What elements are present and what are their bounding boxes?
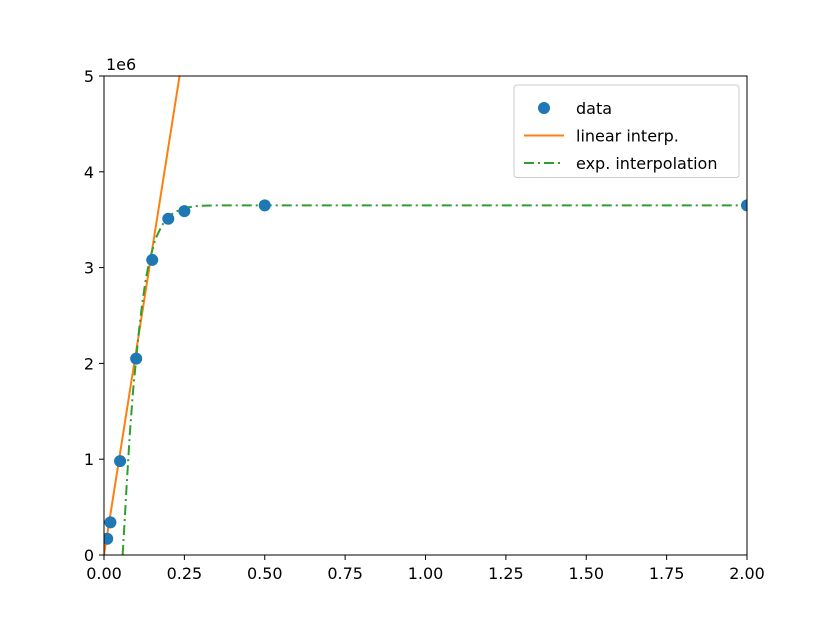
data-point: [258, 199, 271, 212]
x-tick-label: 1.75: [649, 564, 685, 583]
legend-box: [513, 84, 740, 178]
y-tick-label: 5: [84, 67, 94, 86]
y-tick-label: 2: [84, 354, 94, 373]
x-tick-label: 0.75: [327, 564, 363, 583]
x-tick-label: 0.50: [247, 564, 283, 583]
x-axis: 0.00 0.25 0.50 0.75 1.00 1.25 1.50 1.75 2.00: [86, 555, 765, 583]
data-point: [130, 352, 143, 365]
y-tick-label: 3: [84, 259, 94, 278]
x-tick-label: 1.50: [568, 564, 604, 583]
data-point: [146, 253, 159, 266]
legend-marker: [538, 102, 550, 114]
legend-label: exp. interpolation: [576, 154, 717, 173]
data-point: [104, 516, 117, 529]
data-point: [114, 455, 127, 468]
y-tick-label: 4: [84, 163, 94, 182]
data-point: [178, 205, 191, 218]
legend-label: linear interp.: [576, 127, 679, 146]
x-tick-label: 0.00: [86, 564, 122, 583]
data-point: [162, 212, 175, 225]
y-tick-label: 1: [84, 450, 94, 469]
data-point: [104, 532, 114, 545]
y-axis: 0 1 2 3 4 5: [84, 67, 104, 565]
data-point: [741, 199, 747, 212]
legend-label: data: [576, 99, 612, 118]
x-tick-label: 1.00: [408, 564, 444, 583]
legend: data linear interp. exp. interpolation: [513, 84, 740, 178]
x-tick-label: 0.25: [167, 564, 203, 583]
x-tick-label: 1.25: [488, 564, 524, 583]
y-offset-label: 1e6: [106, 55, 136, 74]
series-layer: [104, 76, 747, 555]
x-tick-label: 2.00: [729, 564, 765, 583]
y-tick-label: 0: [84, 546, 94, 565]
